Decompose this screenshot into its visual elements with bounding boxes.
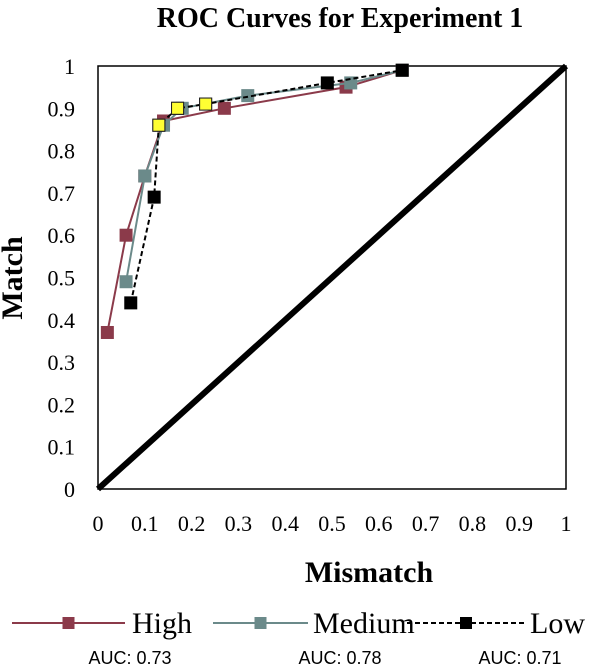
x-tick-label: 0 bbox=[93, 511, 104, 536]
x-tick-label: 0.7 bbox=[412, 511, 440, 536]
chart-title: ROC Curves for Experiment 1 bbox=[157, 3, 524, 34]
legend: High AUC: 0.73 Medium AUC: 0.78 Low AUC: 0.71 bbox=[12, 607, 585, 667]
auc-label-high: AUC: 0.73 bbox=[88, 648, 171, 667]
y-tick-label: 0.7 bbox=[48, 181, 76, 206]
data-point-high bbox=[100, 325, 114, 339]
legend-marker-medium bbox=[254, 617, 267, 629]
y-tick-label: 0 bbox=[64, 477, 75, 502]
legend-item-low: Low AUC: 0.71 bbox=[407, 607, 585, 667]
highlighted-point bbox=[171, 101, 185, 115]
y-axis-ticks: 0 0.1 0.2 0.3 0.4 0.5 0.6 0.7 0.8 0.9 1 bbox=[48, 54, 76, 502]
data-point-high bbox=[217, 101, 231, 115]
data-point-low bbox=[124, 296, 138, 310]
legend-label-medium: Medium bbox=[313, 607, 415, 640]
y-tick-label: 1 bbox=[64, 54, 75, 79]
x-tick-label: 0.9 bbox=[505, 511, 533, 536]
series-high bbox=[100, 63, 409, 339]
data-point-low bbox=[320, 76, 334, 90]
x-tick-label: 0.2 bbox=[178, 511, 206, 536]
auc-label-medium: AUC: 0.78 bbox=[298, 648, 381, 667]
x-tick-label: 0.3 bbox=[225, 511, 253, 536]
x-tick-label: 0.6 bbox=[365, 511, 393, 536]
x-tick-label: 1 bbox=[561, 511, 572, 536]
y-tick-label: 0.4 bbox=[48, 308, 76, 333]
series-group bbox=[100, 63, 409, 339]
legend-item-medium: Medium AUC: 0.78 bbox=[213, 607, 415, 667]
auc-label-low: AUC: 0.71 bbox=[478, 648, 561, 667]
legend-marker-low bbox=[460, 617, 472, 629]
x-axis-label: Mismatch bbox=[305, 556, 434, 589]
x-tick-label: 0.8 bbox=[459, 511, 487, 536]
y-tick-label: 0.1 bbox=[48, 435, 76, 460]
x-tick-label: 0.4 bbox=[271, 511, 299, 536]
highlighted-point bbox=[152, 118, 166, 132]
data-point-medium bbox=[138, 169, 152, 183]
y-tick-label: 0.5 bbox=[48, 266, 76, 291]
data-point-low bbox=[395, 63, 409, 77]
chance-diagonal-line bbox=[95, 63, 569, 492]
highlighted-point bbox=[199, 97, 213, 111]
highlighted-points bbox=[152, 97, 213, 132]
legend-item-high: High AUC: 0.73 bbox=[12, 607, 192, 667]
x-axis-ticks: 0 0.1 0.2 0.3 0.4 0.5 0.6 0.7 0.8 0.9 1 bbox=[93, 511, 572, 536]
y-tick-label: 0.2 bbox=[48, 392, 76, 417]
y-tick-label: 0.3 bbox=[48, 350, 76, 375]
y-tick-label: 0.8 bbox=[48, 139, 76, 164]
legend-marker-high bbox=[62, 617, 75, 629]
data-point-low bbox=[147, 190, 161, 204]
y-axis-label: Match bbox=[0, 236, 29, 320]
data-point-high bbox=[119, 228, 133, 242]
y-tick-label: 0.9 bbox=[48, 96, 76, 121]
plot-frame bbox=[97, 65, 567, 490]
x-tick-label: 0.5 bbox=[318, 511, 346, 536]
legend-label-high: High bbox=[132, 607, 192, 640]
legend-label-low: Low bbox=[530, 607, 585, 640]
data-point-medium bbox=[119, 275, 133, 289]
x-tick-label: 0.1 bbox=[131, 511, 159, 536]
series-medium bbox=[119, 63, 409, 289]
y-tick-label: 0.6 bbox=[48, 223, 76, 248]
